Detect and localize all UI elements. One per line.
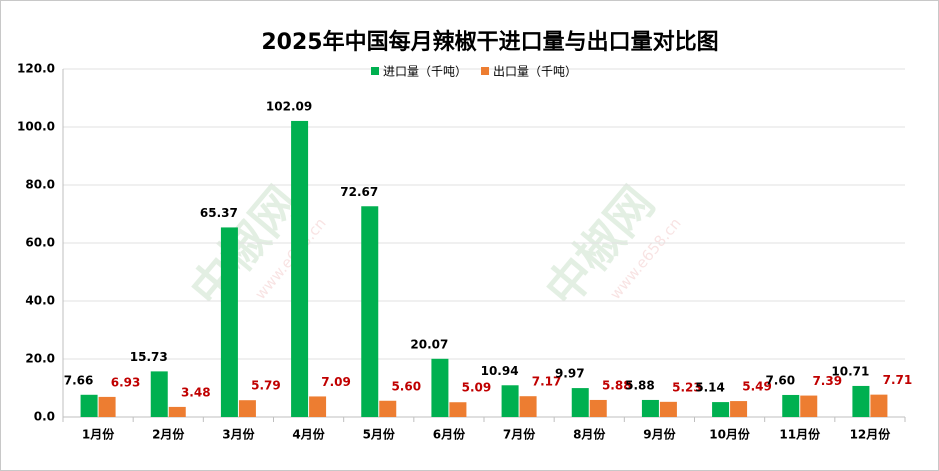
x-tick-label: 8月份 bbox=[573, 427, 606, 442]
bar bbox=[309, 396, 327, 417]
bar bbox=[571, 388, 589, 417]
data-label: 7.39 bbox=[812, 374, 842, 388]
data-label: 6.93 bbox=[111, 375, 141, 389]
legend-label: 进口量（千吨） bbox=[383, 65, 467, 79]
x-tick-label: 1月份 bbox=[82, 427, 115, 442]
y-tick-label: 20.0 bbox=[25, 352, 55, 366]
data-label: 15.73 bbox=[130, 350, 168, 364]
bar bbox=[659, 401, 677, 417]
data-label: 7.71 bbox=[883, 373, 913, 387]
data-label: 3.48 bbox=[181, 385, 211, 399]
bar bbox=[501, 385, 519, 417]
data-label: 65.37 bbox=[200, 206, 238, 220]
bar bbox=[519, 396, 537, 417]
x-tick-label: 7月份 bbox=[503, 427, 536, 442]
data-label: 5.79 bbox=[251, 379, 281, 393]
data-label: 7.09 bbox=[321, 375, 351, 389]
y-tick-label: 40.0 bbox=[25, 294, 55, 308]
x-tick-label: 3月份 bbox=[222, 427, 255, 442]
data-label: 5.09 bbox=[462, 381, 492, 395]
data-label: 5.60 bbox=[391, 379, 421, 393]
bar bbox=[379, 400, 397, 417]
bar bbox=[361, 206, 379, 417]
bar bbox=[730, 401, 748, 417]
x-tick-label: 10月份 bbox=[709, 427, 751, 442]
bar bbox=[852, 385, 870, 417]
data-label: 5.88 bbox=[625, 378, 655, 392]
legend-swatch bbox=[481, 67, 490, 75]
bar bbox=[238, 400, 256, 417]
bar bbox=[98, 396, 116, 417]
bar bbox=[782, 394, 800, 417]
bar bbox=[712, 402, 730, 417]
data-label: 10.94 bbox=[481, 364, 519, 378]
x-tick-label: 12月份 bbox=[850, 427, 892, 442]
x-tick-label: 5月份 bbox=[363, 427, 396, 442]
x-tick-label: 9月份 bbox=[643, 427, 676, 442]
data-label: 9.97 bbox=[555, 367, 585, 381]
bar bbox=[150, 371, 168, 417]
legend-swatch bbox=[371, 67, 379, 75]
data-label: 7.66 bbox=[64, 373, 94, 387]
data-label: 5.23 bbox=[672, 380, 702, 394]
y-tick-label: 100.0 bbox=[17, 120, 55, 134]
y-tick-label: 80.0 bbox=[25, 178, 55, 192]
bar bbox=[168, 406, 186, 417]
data-label: 7.17 bbox=[532, 375, 562, 389]
data-label: 102.09 bbox=[266, 99, 312, 113]
bar bbox=[220, 227, 238, 417]
chart-title: 2025年中国每月辣椒干进口量与出口量对比图 bbox=[261, 29, 718, 55]
bar bbox=[800, 395, 818, 417]
x-tick-label: 6月份 bbox=[433, 427, 466, 442]
x-tick-label: 11月份 bbox=[779, 427, 821, 442]
bar bbox=[431, 358, 449, 417]
y-tick-label: 0.0 bbox=[34, 410, 55, 424]
bar bbox=[641, 399, 659, 417]
x-tick-label: 2月份 bbox=[152, 427, 185, 442]
data-label: 72.67 bbox=[340, 185, 378, 199]
data-label: 20.07 bbox=[410, 337, 448, 351]
y-tick-label: 60.0 bbox=[25, 236, 55, 250]
data-label: 7.60 bbox=[765, 373, 795, 387]
bar bbox=[80, 394, 98, 417]
bar bbox=[870, 394, 888, 417]
bar bbox=[589, 399, 607, 417]
data-label: 5.88 bbox=[602, 378, 632, 392]
legend-label: 出口量（千吨） bbox=[493, 65, 577, 79]
bar bbox=[449, 402, 467, 417]
data-label: 5.49 bbox=[742, 380, 772, 394]
data-label: 10.71 bbox=[831, 364, 869, 378]
data-label: 5.14 bbox=[695, 381, 725, 395]
bar bbox=[291, 120, 309, 418]
x-tick-label: 4月份 bbox=[292, 427, 325, 442]
y-tick-label: 120.0 bbox=[17, 62, 55, 76]
